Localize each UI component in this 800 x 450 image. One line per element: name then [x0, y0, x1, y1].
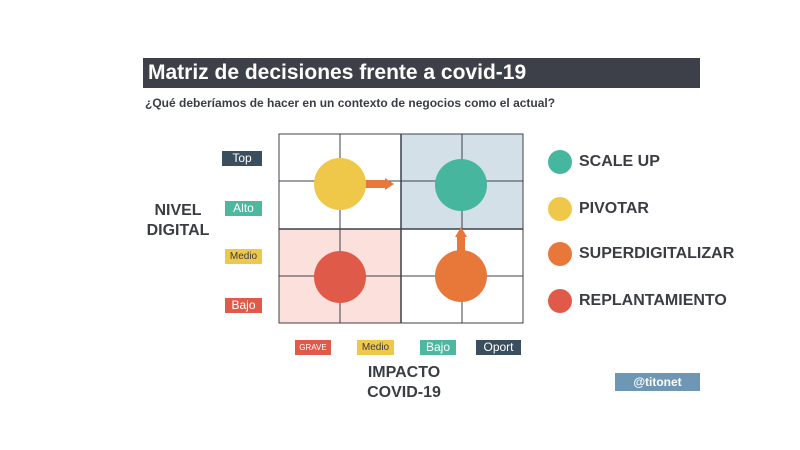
legend-label-superdigitalizar: SUPERDIGITALIZAR — [579, 245, 735, 262]
page-subtitle: ¿Qué deberíamos de hacer en un contexto … — [145, 96, 556, 110]
y-axis-title-line2: DIGITAL — [146, 222, 210, 239]
arrow-up-superdigitalizar — [455, 227, 467, 262]
y-axis-title: NIVEL DIGITAL — [138, 201, 218, 241]
circle-replanteamiento — [314, 251, 366, 303]
author-handle: @titonet — [615, 373, 700, 391]
y-level-medio: Medio — [225, 249, 262, 264]
x-axis-title-line2: COVID-19 — [367, 384, 441, 401]
legend-dot-scale-up — [548, 150, 572, 174]
x-axis-title: IMPACTO COVID-19 — [344, 363, 464, 403]
legend-label-pivotar: PIVOTAR — [579, 200, 649, 217]
legend-item-scale-up: SCALE UP — [548, 150, 660, 174]
x-level-bajo: Bajo — [420, 340, 456, 355]
page-title: Matriz de decisiones frente a covid-19 — [143, 58, 700, 88]
y-axis-title-line1: NIVEL — [154, 202, 202, 219]
y-level-alto: Alto — [225, 201, 262, 216]
x-level-oport: Oport — [476, 340, 521, 355]
x-axis-title-line1: IMPACTO — [367, 364, 441, 381]
x-level-grave: GRAVE — [295, 340, 331, 355]
legend-item-pivotar: PIVOTAR — [548, 197, 649, 221]
legend-dot-pivotar — [548, 197, 572, 221]
legend-dot-replanteamiento — [548, 289, 572, 313]
circle-pivotar — [314, 158, 366, 210]
y-level-bajo: Bajo — [225, 298, 262, 313]
x-level-medio: Medio — [357, 340, 394, 355]
circle-scale-up — [435, 159, 487, 211]
circle-superdigitalizar — [435, 250, 487, 302]
arrow-right-pivotar — [358, 178, 394, 190]
y-level-top: Top — [222, 151, 262, 166]
legend-label-replanteamiento: REPLANTAMIENTO — [579, 292, 727, 309]
legend-dot-superdigitalizar — [548, 242, 572, 266]
legend-item-replanteamiento: REPLANTAMIENTO — [548, 289, 727, 313]
legend-item-superdigitalizar: SUPERDIGITALIZAR — [548, 242, 734, 266]
legend-label-scale-up: SCALE UP — [579, 153, 660, 170]
